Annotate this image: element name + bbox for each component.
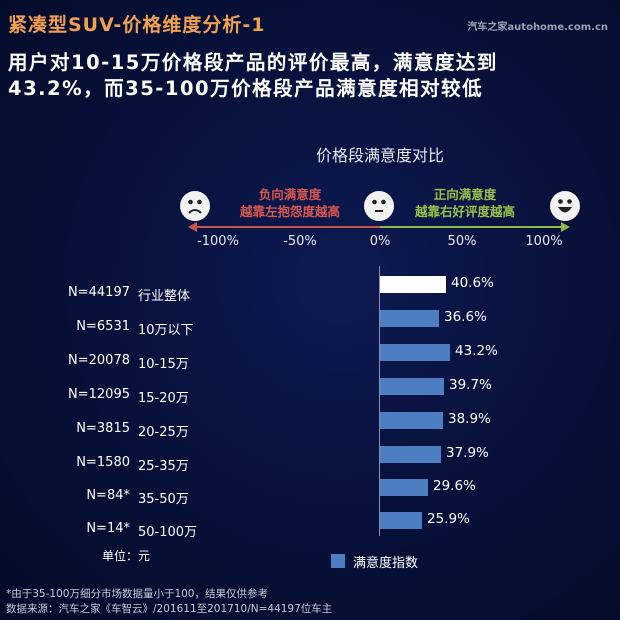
sad-face-icon (180, 191, 210, 221)
legend-swatch (331, 554, 345, 568)
category-label: 50-100万 (138, 525, 198, 540)
bar (380, 276, 446, 293)
happy-face-icon (550, 191, 580, 221)
positive-satisfaction-label: 正向满意度 越靠右好评度越高 (400, 186, 530, 220)
bar (380, 344, 450, 361)
bar (380, 512, 422, 529)
tick-label: 50% (447, 234, 477, 249)
value-label: 25.9% (427, 511, 470, 527)
negative-label-line-2: 越靠左抱怨度越高 (239, 204, 340, 219)
sample-size: N=12095 (68, 387, 130, 402)
arrow-left-icon (188, 222, 197, 232)
category-label: 35-50万 (138, 492, 189, 507)
page-title: 紧凑型SUV-价格维度分析-1 (8, 14, 266, 36)
bar (380, 479, 428, 496)
bar (380, 412, 443, 429)
sample-size: N=44197 (68, 285, 130, 300)
value-label: 43.2% (455, 343, 498, 359)
negative-axis-line (194, 226, 380, 228)
sample-size: N=1580 (76, 455, 130, 470)
tick-label: -100% (197, 234, 239, 249)
legend-label: 满意度指数 (353, 556, 419, 571)
value-label: 40.6% (451, 275, 494, 291)
value-label: 38.9% (448, 411, 491, 427)
category-label: 15-20万 (138, 391, 189, 406)
sample-size: N=14* (86, 521, 130, 536)
positive-label-line-2: 越靠右好评度越高 (414, 204, 515, 219)
sample-size: N=3815 (76, 421, 130, 436)
headline-line-1: 用户对10-15万价格段产品的评价最高，满意度达到 (8, 51, 498, 74)
chart-title: 价格段满意度对比 (315, 146, 444, 165)
brand-logo: 汽车之家autohome.com.cn (467, 22, 608, 33)
footnote: *由于35-100万细分市场数据量小于100，结果仅供参考 (6, 588, 268, 600)
bar (380, 378, 444, 395)
sample-size: N=84* (86, 488, 130, 503)
category-label: 10万以下 (138, 323, 194, 338)
sample-size: N=20078 (68, 353, 130, 368)
tick-label: 100% (525, 234, 563, 249)
value-label: 39.7% (449, 377, 492, 393)
value-label: 37.9% (446, 445, 489, 461)
value-label: 29.6% (433, 478, 476, 494)
bar (380, 310, 439, 327)
sample-size: N=6531 (76, 319, 130, 334)
category-label: 25-35万 (138, 459, 189, 474)
tick-label: 0% (369, 234, 391, 249)
negative-label-line-1: 负向满意度 (258, 187, 322, 202)
data-source: 数据来源：汽车之家《车智云》/201611至201710/N=44197位车主 (6, 603, 333, 615)
headline: 用户对10-15万价格段产品的评价最高，满意度达到 43.2%，而35-100万… (8, 50, 618, 102)
positive-axis-line (380, 226, 562, 228)
category-label: 20-25万 (138, 425, 189, 440)
arrow-right-icon (561, 222, 570, 232)
positive-label-line-1: 正向满意度 (433, 187, 497, 202)
neutral-face-icon (364, 191, 394, 221)
zero-axis-line (379, 266, 380, 536)
category-label: 10-15万 (138, 357, 189, 372)
tick-label: -50% (283, 234, 317, 249)
negative-satisfaction-label: 负向满意度 越靠左抱怨度越高 (225, 186, 355, 220)
unit-label: 单位：元 (102, 549, 151, 563)
value-label: 36.6% (444, 309, 487, 325)
bar (380, 446, 441, 463)
headline-line-2: 43.2%，而35-100万价格段产品满意度相对较低 (8, 77, 484, 100)
category-label: 行业整体 (138, 289, 191, 304)
